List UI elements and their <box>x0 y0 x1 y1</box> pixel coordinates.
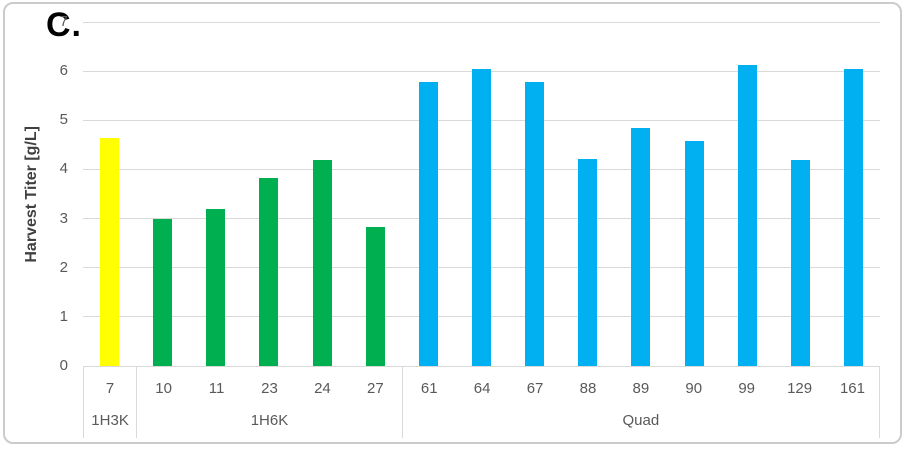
category-label: 88 <box>579 379 597 397</box>
gridline <box>83 21 880 23</box>
bar-Quad-89 <box>631 127 651 366</box>
category-label: 10 <box>155 379 172 397</box>
axis-group-Quad: 61 64 67 88 89 90 99 129 161 Quad <box>401 367 880 438</box>
bar-Quad-64 <box>472 68 491 366</box>
category-label-row: 7 <box>84 367 136 409</box>
bar-1H6K-23 <box>259 177 279 366</box>
bar-Quad-129 <box>790 159 810 366</box>
category-label: 7 <box>105 379 115 397</box>
bar-Quad-88 <box>578 158 598 366</box>
category-label: 161 <box>839 379 865 397</box>
category-label: 11 <box>208 379 225 397</box>
category-label: 61 <box>420 379 438 397</box>
bar-1H6K-11 <box>206 208 226 366</box>
y-tick-label: 4 <box>59 160 68 178</box>
y-tick-label: 7 <box>59 13 68 30</box>
bar-Quad-64 <box>843 68 863 366</box>
bar-Quad-90 <box>684 140 704 366</box>
bar-1H6K-10 <box>153 218 173 366</box>
category-label-row: 61 64 67 88 89 90 99 129 161 <box>403 367 879 409</box>
plot-area <box>83 21 880 367</box>
category-label: 64 <box>473 379 491 397</box>
y-tick-label: 5 <box>59 111 68 129</box>
bar-Quad-61 <box>418 81 438 366</box>
panel-label: C. <box>46 6 82 44</box>
category-label: 24 <box>314 379 331 397</box>
axis-group-1H6K: 10 11 23 24 27 1H6K <box>136 367 402 438</box>
category-label: 23 <box>261 379 278 397</box>
bar-1H6K-24 <box>312 159 332 366</box>
bar-1H6K-27 <box>365 227 385 366</box>
axis-group-1H3K: 7 1H3K <box>83 367 136 438</box>
category-label: 99 <box>738 379 756 397</box>
group-label: 1H3K <box>91 412 129 429</box>
category-label: 27 <box>367 379 384 397</box>
y-tick-label: 1 <box>59 307 68 325</box>
y-tick-label: 6 <box>59 62 68 80</box>
category-label: 67 <box>526 379 544 397</box>
y-tick-label: 2 <box>59 258 68 276</box>
bar-Quad-99 <box>737 64 757 366</box>
y-axis-title-text: Harvest Titer [g/L] <box>23 125 40 263</box>
category-label: 129 <box>787 379 813 397</box>
category-label: 90 <box>685 379 703 397</box>
category-label: 89 <box>632 379 650 397</box>
y-tick-label: 3 <box>59 209 68 227</box>
bar-Quad-67 <box>525 82 545 366</box>
y-tick-label: 0 <box>59 357 68 374</box>
x-axis-table: 7 1H3K 10 11 23 24 27 1H6K 61 64 67 88 89 90 99 129 161 Q… <box>83 366 880 438</box>
category-label-row: 10 11 23 24 27 <box>137 367 402 409</box>
group-label: Quad <box>622 412 660 429</box>
group-label: 1H6K <box>250 412 289 429</box>
bar-1H3K-7 <box>100 137 120 366</box>
